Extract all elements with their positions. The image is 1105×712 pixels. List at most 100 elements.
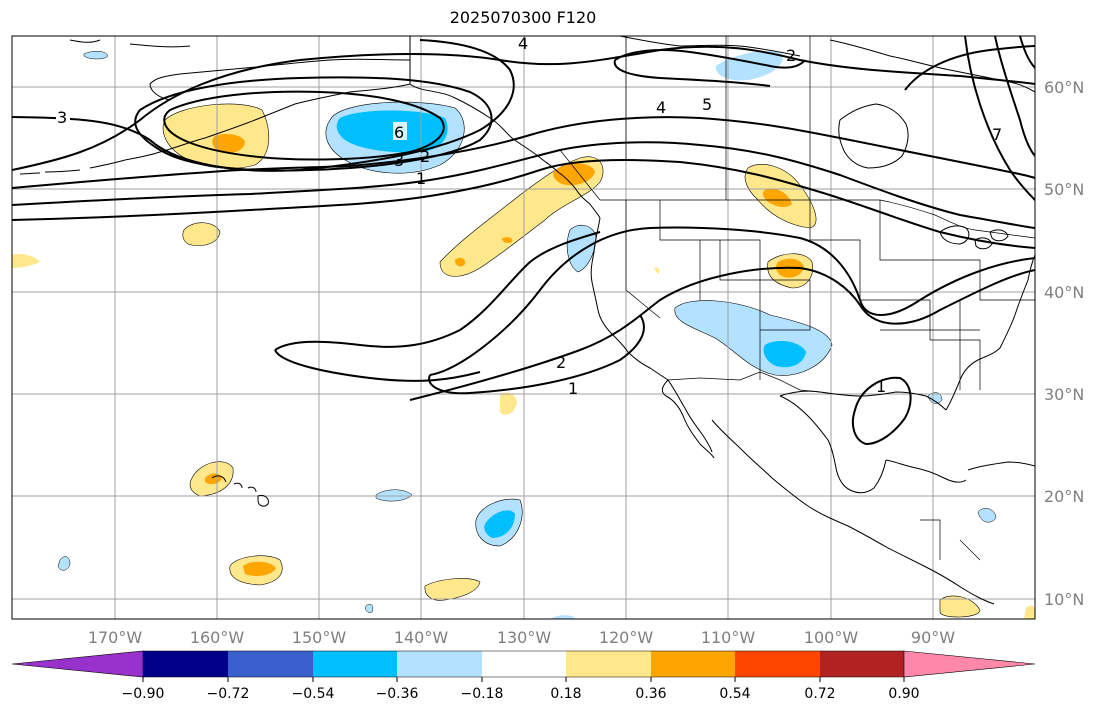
contour-line (428, 314, 645, 395)
contour-line (409, 266, 1035, 401)
colorbar-tick-label: 0.36 (635, 686, 666, 702)
contour-line (994, 36, 1035, 157)
anomaly-region (763, 340, 806, 368)
anomaly-region (566, 224, 597, 273)
lon-tick-label: 120°W (599, 628, 654, 647)
lon-tick-label: 130°W (497, 628, 552, 647)
anomaly-region (550, 615, 576, 619)
height-contours (12, 36, 1035, 446)
colorbar-segment (228, 651, 313, 677)
lon-tick-label: 110°W (701, 628, 756, 647)
anomaly-region (336, 110, 448, 153)
anomaly-region (762, 188, 792, 207)
anomaly-region (455, 257, 466, 267)
contour-label: 6 (394, 123, 404, 142)
contour-line (851, 376, 912, 446)
anomaly-region (424, 578, 481, 601)
hawaii (211, 475, 269, 507)
central-america-borders (920, 519, 981, 561)
contour-label: 4 (656, 98, 666, 117)
contour-label: 2 (556, 353, 566, 372)
state-borders (625, 200, 1035, 390)
lon-tick-label: 100°W (804, 628, 859, 647)
contour-label: 2 (786, 46, 796, 65)
gulf-coast (779, 395, 967, 494)
canada-provinces (559, 36, 811, 201)
colorbar-tick-label: −0.36 (376, 686, 419, 702)
anomaly-region (83, 51, 109, 60)
contour-label: 5 (702, 95, 712, 114)
anomaly-region (502, 237, 513, 243)
colorbar-tick-label: 0.90 (888, 686, 919, 702)
anomaly-region (977, 508, 997, 523)
lon-tick-label: 170°W (88, 628, 143, 647)
anomaly-region (654, 267, 660, 274)
contour-line (12, 159, 1035, 249)
anomaly-region (212, 134, 245, 154)
contour-line (613, 49, 806, 87)
map-title: 2025070300 F120 (449, 8, 597, 27)
lon-tick-label: 160°W (190, 628, 245, 647)
anomaly-region (57, 556, 71, 571)
hudson-bay (838, 103, 909, 169)
longitude-labels: 170°W 160°W 150°W 140°W 130°W 120°W 110°… (88, 628, 955, 647)
us-canada-border (600, 199, 1035, 239)
lat-tick-label: 10°N (1044, 590, 1084, 609)
lat-tick-label: 40°N (1044, 283, 1084, 302)
anomaly-region (927, 392, 943, 404)
us-mexico-border (667, 371, 821, 393)
political-borders (409, 36, 1035, 561)
colorbar-segment (820, 651, 904, 677)
map-frame (11, 35, 1036, 620)
colorbar-segment (482, 651, 566, 677)
contour-line (274, 349, 481, 382)
colorbar-segment (397, 651, 482, 677)
colorbar-tick-label: −0.72 (207, 686, 250, 702)
contour-label: 3 (57, 108, 67, 127)
baja-california (661, 379, 715, 459)
colorbar-tick-label: −0.54 (292, 686, 335, 702)
anomaly-region (500, 392, 517, 415)
contour-line (12, 141, 1035, 229)
contour-line (1019, 36, 1035, 69)
alaska-west (69, 39, 411, 101)
arctic-coast (619, 36, 1035, 93)
colorbar-segment (313, 651, 397, 677)
contour-labels: 3 6 3 2 1 4 4 5 2 7 2 1 1 (56, 34, 1002, 398)
lat-tick-label: 60°N (1044, 78, 1084, 97)
contour-label: 7 (992, 125, 1002, 144)
contour-line (12, 116, 1035, 189)
colorbar-extend-low (11, 650, 144, 678)
anomaly-region (1024, 605, 1035, 619)
colorbar-tick-label: 0.18 (550, 686, 581, 702)
anomaly-region (484, 510, 515, 538)
colorbar-tick-label: −0.90 (122, 686, 165, 702)
contour-line (134, 76, 493, 172)
anomaly-region (243, 561, 276, 576)
anomaly-region (939, 595, 981, 618)
colorbar-tick-label: −0.18 (461, 686, 504, 702)
anomaly-region (365, 604, 374, 613)
lon-tick-label: 90°W (911, 628, 955, 647)
colorbar-extend-high (903, 650, 1036, 678)
graticule (12, 36, 1035, 619)
anomaly-region (12, 253, 40, 268)
colorbar: −0.90 −0.72 −0.54 −0.36 −0.18 0.18 0.36 … (11, 650, 1036, 702)
florida (945, 347, 1001, 411)
west-coast (590, 217, 669, 381)
contour-line (12, 39, 515, 172)
colorbar-segment (651, 651, 735, 677)
contour-line (964, 36, 1035, 201)
contour-label: 1 (876, 377, 886, 396)
anomaly-region (553, 163, 595, 186)
contour-line (163, 90, 445, 161)
lon-tick-label: 140°W (394, 628, 449, 647)
alaska-peninsula (124, 83, 411, 161)
colorbar-segment (143, 651, 228, 677)
anomaly-region (182, 222, 221, 246)
contour-label: 1 (568, 379, 578, 398)
lon-tick-label: 150°W (292, 628, 347, 647)
anomaly-region (674, 300, 833, 376)
lat-tick-label: 30°N (1044, 385, 1084, 404)
